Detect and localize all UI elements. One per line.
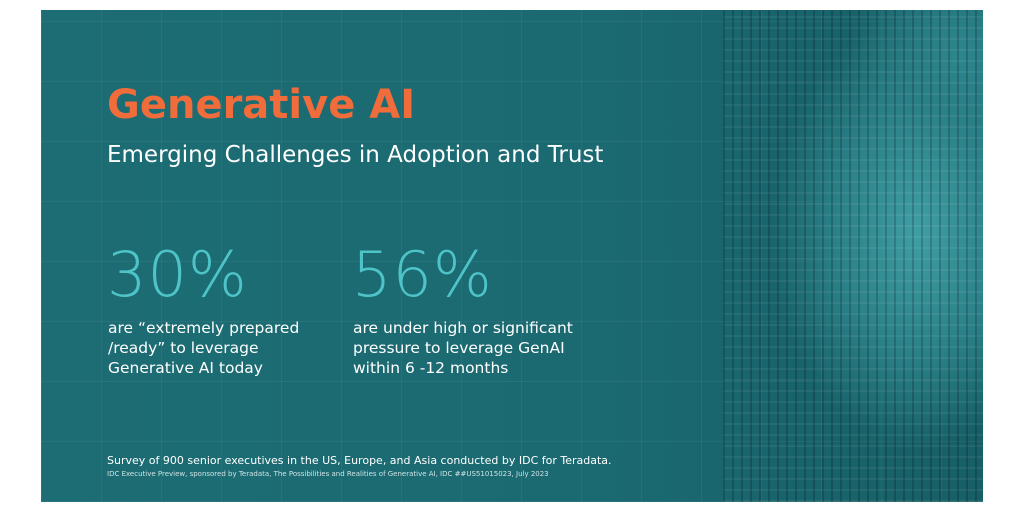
voxel-face-art (723, 10, 983, 502)
title: Generative AI (107, 82, 416, 128)
source-note: IDC Executive Preview, sponsored by Tera… (107, 470, 549, 478)
stat-line: pressure to leverage GenAI (353, 339, 565, 357)
subtitle: Emerging Challenges in Adoption and Trus… (107, 142, 604, 168)
stat-line: Generative AI today (108, 359, 263, 377)
survey-note: Survey of 900 senior executives in the U… (107, 454, 612, 467)
stat-value: 56% (352, 238, 493, 311)
stat-line: within 6 -12 months (353, 359, 509, 377)
stat-line: /ready” to leverage (108, 339, 259, 357)
stat-description: are “extremely prepared /ready” to lever… (108, 318, 299, 378)
stat-value: 30% (107, 238, 248, 311)
banner: Generative AI Emerging Challenges in Ado… (41, 10, 983, 502)
stat-description: are under high or significant pressure t… (353, 318, 573, 378)
stat-line: are “extremely prepared (108, 319, 300, 337)
stat-line: are under high or significant (353, 319, 573, 337)
